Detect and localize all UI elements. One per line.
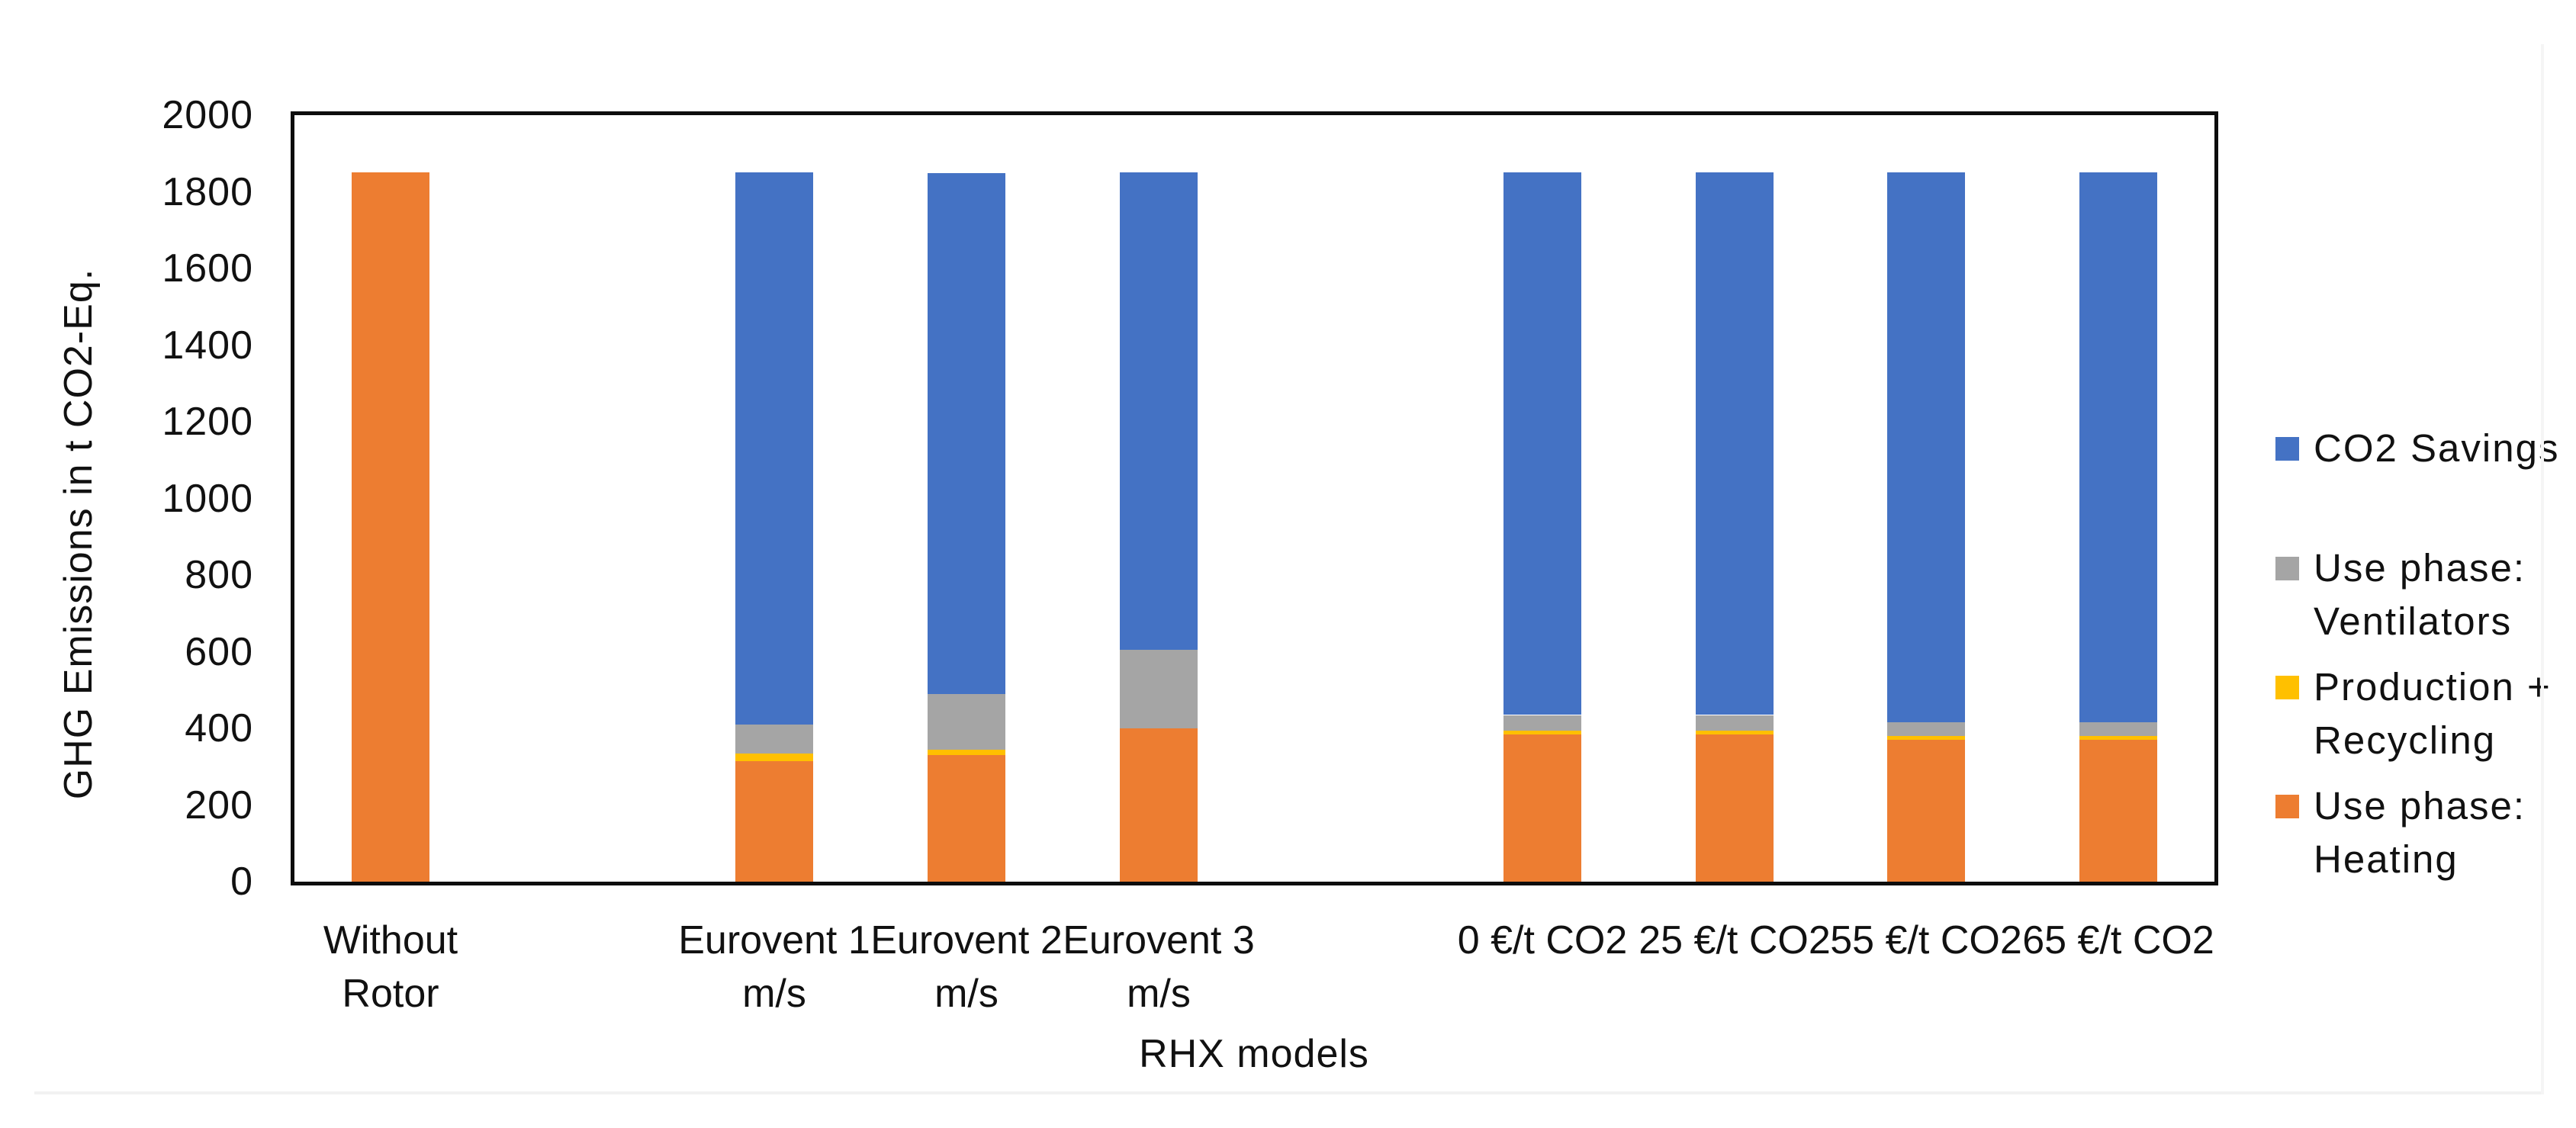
plot-area <box>291 111 2218 885</box>
bar-segment <box>735 172 813 725</box>
x-category-label-line: m/s <box>742 972 806 1016</box>
legend-label: Use phase: Heating <box>2314 779 2526 886</box>
bar <box>1887 172 1965 882</box>
y-tick-label: 1000 <box>162 476 253 521</box>
x-category-label: 25 €/t CO2 <box>1574 914 1895 967</box>
legend-label: Production + Recycling <box>2314 660 2552 767</box>
y-tick-label: 2000 <box>162 93 253 137</box>
x-category-label-line: Rotor <box>342 972 439 1016</box>
y-tick-label: 600 <box>185 629 253 674</box>
bar-segment <box>1503 731 1581 734</box>
bar <box>1503 172 1581 882</box>
bar-segment <box>928 173 1005 694</box>
legend-label: CO2 Savings <box>2314 422 2559 475</box>
legend-swatch <box>2275 676 2299 699</box>
bar-segment <box>2079 172 2157 722</box>
y-tick-label: 200 <box>185 783 253 828</box>
bar-segment <box>1887 722 1965 736</box>
bar-segment <box>735 725 813 754</box>
legend-entry: Production + Recycling <box>2275 660 2552 767</box>
x-axis-title: RHX models <box>1139 1032 1369 1076</box>
page-edge-bottom <box>34 1091 2544 1094</box>
bar-segment <box>735 761 813 882</box>
bar-segment <box>352 172 429 882</box>
bar-segment <box>1503 715 1581 731</box>
legend-entry: Use phase: Heating <box>2275 779 2526 886</box>
bar <box>928 172 1005 882</box>
bar <box>352 172 429 882</box>
bar-segment <box>1887 172 1965 722</box>
bar-segment <box>1887 736 1965 740</box>
bar <box>735 172 813 882</box>
x-category-label-line: Eurovent 2 <box>870 918 1063 962</box>
y-axis-title: GHG Emissions in t CO2-Eq. <box>56 268 101 800</box>
y-tick-label: 1400 <box>162 323 253 368</box>
bar-segment <box>1120 728 1198 882</box>
legend-label-line: Heating <box>2314 837 2459 881</box>
legend-label-line: Use phase: <box>2314 784 2526 828</box>
bar-segment <box>735 754 813 761</box>
bar-segment <box>2079 722 2157 736</box>
x-category-label: Without Rotor <box>230 914 551 1020</box>
bar-segment <box>928 694 1005 750</box>
bar <box>1696 172 1774 882</box>
legend-label-line: Production + <box>2314 665 2552 709</box>
x-category-label-line: m/s <box>934 972 999 1016</box>
y-tick-label: 1800 <box>162 169 253 214</box>
x-category-label: Eurovent 2 m/s <box>806 914 1127 1020</box>
x-category-label-line: m/s <box>1127 972 1191 1016</box>
x-category-label-line: Eurovent 3 <box>1063 918 1255 962</box>
y-tick-label: 0 <box>230 860 253 904</box>
x-category-label-line: 25 €/t CO2 <box>1639 918 1831 962</box>
bar-segment <box>2079 736 2157 740</box>
legend-entry: CO2 Savings <box>2275 422 2559 475</box>
bar-segment <box>928 749 1005 755</box>
bar-segment <box>1696 731 1774 734</box>
bar-segment <box>1887 740 1965 882</box>
bar-segment <box>1503 172 1581 715</box>
y-tick-label: 1200 <box>162 400 253 444</box>
bar-segment <box>1696 715 1774 731</box>
bar-segment <box>1503 734 1581 882</box>
x-category-label-line: Without <box>323 918 458 962</box>
bar-segment <box>1120 172 1198 650</box>
x-category-label: Eurovent 1 m/s <box>614 914 934 1020</box>
x-category-label-line: 55 €/t CO2 <box>1830 918 2022 962</box>
y-tick-label: 1600 <box>162 246 253 291</box>
bar-segment <box>1696 734 1774 882</box>
legend-swatch <box>2275 557 2299 580</box>
x-category-label: Eurovent 3 m/s <box>999 914 1319 1020</box>
legend-label-line: Ventilators <box>2314 599 2513 643</box>
bar-segment <box>1696 172 1774 715</box>
x-category-label: 55 €/t CO2 <box>1766 914 2086 967</box>
legend-label-line: Recycling <box>2314 718 2497 762</box>
bar <box>2079 172 2157 882</box>
y-tick-label: 800 <box>185 553 253 597</box>
x-category-label: 0 €/t CO2 <box>1382 914 1703 967</box>
x-category-label-line: 0 €/t CO2 <box>1457 918 1628 962</box>
legend-label-line: Use phase: <box>2314 546 2526 590</box>
x-category-label-line: 65 €/t CO2 <box>2022 918 2214 962</box>
y-tick-label: 400 <box>185 706 253 750</box>
x-category-label-line: Eurovent 1 <box>678 918 870 962</box>
bar-segment <box>1120 650 1198 728</box>
bar-segment <box>2079 740 2157 882</box>
bar <box>1120 172 1198 882</box>
legend-label-line: CO2 Savings <box>2314 426 2560 470</box>
legend-entry: Use phase: Ventilators <box>2275 542 2526 648</box>
legend-swatch <box>2275 437 2299 461</box>
legend-label: Use phase: Ventilators <box>2314 542 2526 648</box>
bar-segment <box>928 755 1005 882</box>
x-category-label: 65 €/t CO2 <box>1958 914 2279 967</box>
page-edge-right <box>2541 44 2544 1094</box>
legend-swatch <box>2275 795 2299 818</box>
